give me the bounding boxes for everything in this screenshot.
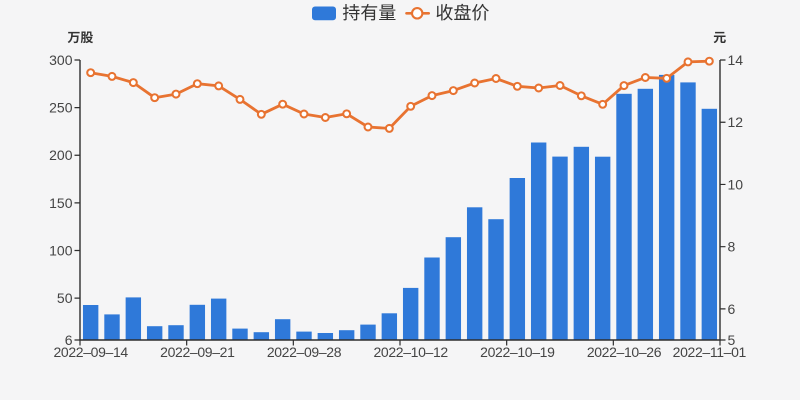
svg-text:8: 8: [728, 239, 736, 255]
svg-text:150: 150: [49, 195, 73, 211]
svg-text:2022–09–28: 2022–09–28: [267, 344, 342, 360]
svg-text:14: 14: [728, 52, 744, 68]
svg-text:250: 250: [49, 100, 73, 116]
svg-text:6: 6: [728, 301, 736, 317]
svg-text:100: 100: [49, 242, 73, 258]
svg-text:2022–09–14: 2022–09–14: [53, 344, 128, 360]
svg-text:5: 5: [728, 332, 736, 348]
svg-text:2022–10–26: 2022–10–26: [587, 344, 662, 360]
svg-text:2022–10–19: 2022–10–19: [480, 344, 555, 360]
svg-text:200: 200: [49, 147, 73, 163]
svg-text:6: 6: [65, 332, 73, 348]
svg-text:300: 300: [49, 52, 73, 68]
svg-text:10: 10: [728, 176, 744, 192]
svg-text:2022–09–21: 2022–09–21: [160, 344, 235, 360]
svg-text:12: 12: [728, 114, 744, 130]
svg-text:50: 50: [57, 290, 73, 306]
svg-text:2022–11–01: 2022–11–01: [673, 344, 747, 360]
svg-text:2022–10–12: 2022–10–12: [373, 344, 448, 360]
